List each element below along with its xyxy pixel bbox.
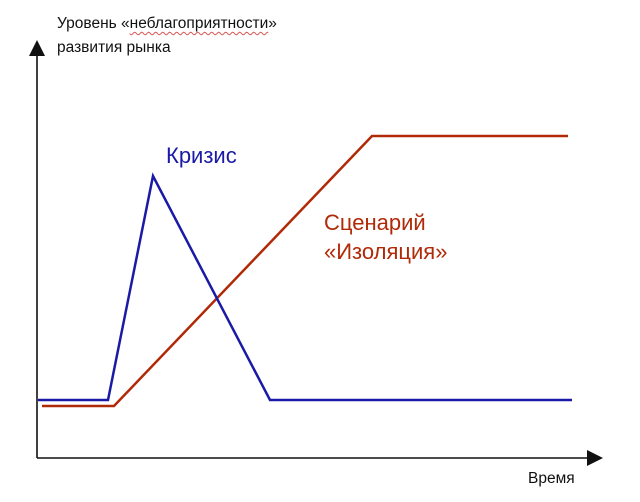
- x-axis-label: Время: [528, 470, 575, 487]
- y-axis-label: Уровень «неблагоприятности» развития рын…: [57, 15, 277, 56]
- isolation-curve: [42, 134, 568, 408]
- isolation-label-line-2: «Изоляция»: [324, 239, 448, 264]
- crisis-label: Кризис: [166, 143, 237, 168]
- crisis-curve: [38, 172, 572, 402]
- y-axis-label-underlined-word: неблагоприятности: [129, 15, 269, 32]
- isolation-label-line-1: Сценарий: [324, 210, 426, 235]
